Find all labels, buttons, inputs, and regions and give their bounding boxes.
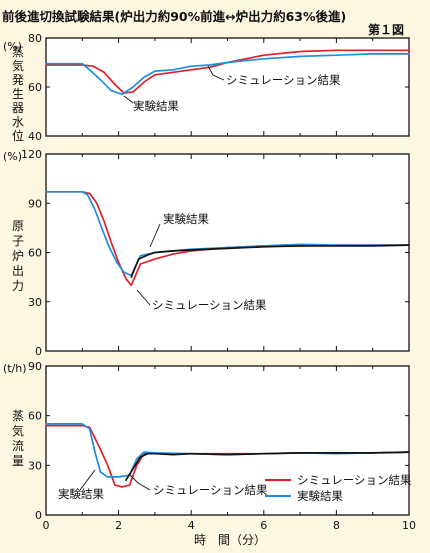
y-tick-label: 80 [28,32,42,45]
y-unit: (t/h) [3,362,27,375]
series-line-final [130,244,410,278]
y-unit: (%) [3,150,22,163]
y-axis-label-char: 気 [12,58,24,73]
x-tick-label: 4 [188,519,195,532]
x-tick-label: 2 [115,519,122,532]
y-axis-label-char: 量 [12,454,24,468]
legend-label: 実験結果 [297,489,343,503]
annotation-leader [207,65,225,81]
annotation-label: 実験結果 [133,99,179,113]
y-axis-label-char: 発 [12,73,24,87]
annotation-label: 実験結果 [163,212,209,226]
y-tick-label: 30 [28,459,42,472]
y-axis-label-char: 気 [12,423,24,438]
y-tick-label: 40 [28,130,42,143]
annotation-label: シミュレーション結果 [153,483,268,497]
series-line-experiment [45,53,410,96]
x-tick-label: 10 [402,519,416,532]
annotation-label: 実験結果 [58,487,104,501]
y-tick-label: 120 [21,148,42,161]
y-axis-label-char: 流 [12,439,24,453]
series-line-simulation [45,49,410,94]
annotation-label: シミュレーション結果 [152,298,267,312]
series-line-experiment [45,190,410,277]
annotation-leader [123,95,134,104]
y-tick-label: 0 [35,345,42,358]
y-axis-label-char: 蒸 [12,409,24,423]
x-tick-label: 0 [43,519,50,532]
x-tick-label: 8 [333,519,340,532]
y-tick-label: 60 [28,247,42,260]
y-tick-label: 90 [28,197,42,210]
annotation-label: シミュレーション結果 [226,73,341,87]
series-line-final [125,451,410,482]
plot-area [45,153,410,352]
figure-title: 前後進切換試験結果(炉出力約90%前進↔炉出力約63%後進) [2,9,346,24]
x-tick-label: 6 [260,519,267,532]
y-axis-label-char: 蒸 [12,45,24,59]
y-axis-label-char: 位 [12,128,24,143]
legend-label: シミュレーション結果 [297,473,412,487]
y-axis-label-char: 子 [12,234,24,248]
y-tick-label: 0 [35,509,42,522]
y-axis-label-char: 出 [12,264,24,278]
y-tick-label: 90 [28,360,42,373]
annotation-leader [149,223,161,248]
annotation-leader [136,289,151,306]
y-axis-label-char: 原 [12,219,24,233]
plot-area [45,37,410,137]
y-axis-label-char: 炉 [12,249,24,263]
y-tick-label: 30 [28,296,42,309]
x-axis-label: 時 間（分） [194,533,266,547]
annotation-leader [79,469,96,491]
y-unit: (%) [3,40,22,53]
y-tick-label: 60 [28,410,42,423]
y-axis-label-char: 力 [12,279,24,293]
annotation-leader [128,473,151,491]
figure-number: 第１図 [368,22,404,37]
y-axis-label-char: 水 [12,115,24,129]
y-axis-label-char: 器 [12,101,24,115]
y-tick-label: 60 [28,81,42,94]
y-axis-label-char: 生 [12,87,24,101]
